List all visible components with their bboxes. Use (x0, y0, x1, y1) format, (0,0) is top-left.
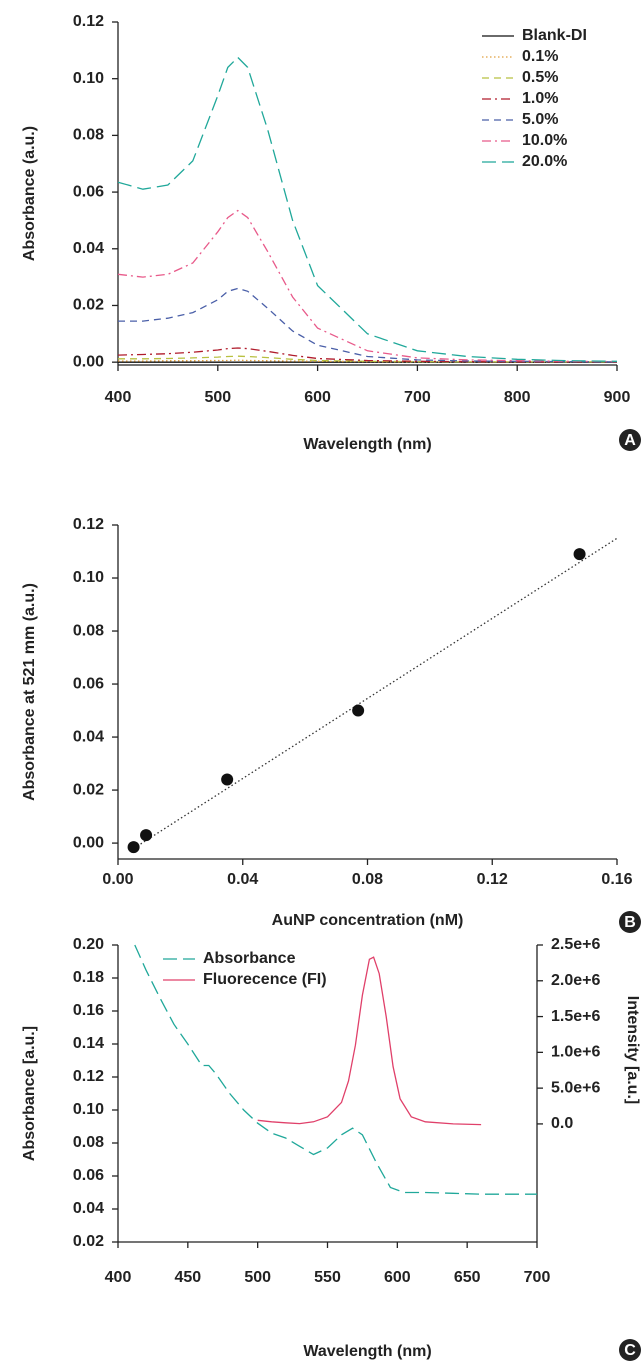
y-tick-label: 0.18 (73, 969, 104, 986)
y2-tick-label: 2.0e+6 (551, 972, 600, 989)
x-tick-label: 0.04 (227, 871, 258, 888)
data-point (221, 773, 234, 786)
y-tick-label: 0.00 (73, 834, 104, 851)
x-tick-label: 600 (304, 389, 331, 406)
y-tick-label: 0.04 (73, 1200, 104, 1217)
y-tick-label: 0.10 (73, 70, 104, 87)
x-tick-label: 550 (314, 1269, 341, 1286)
y2-tick-label: 2.5e+6 (551, 936, 600, 953)
x-tick-label: 0.16 (601, 871, 632, 888)
y-axis-title: Absorbance at 521 mm (a.u.) (21, 583, 38, 801)
panel-badge (619, 429, 641, 451)
panel-label: B (624, 914, 636, 931)
legend-label: Absorbance (203, 950, 296, 967)
legend-label: 5.0% (522, 111, 558, 128)
x-tick-label: 700 (524, 1269, 551, 1286)
y-tick-label: 0.10 (73, 569, 104, 586)
series-line (117, 347, 617, 363)
y-tick-label: 0.00 (73, 353, 104, 370)
x-tick-label: 400 (105, 1269, 132, 1286)
panel-badge (619, 1339, 641, 1361)
y2-tick-label: 1.0e+6 (551, 1044, 600, 1061)
y-tick-label: 0.08 (73, 622, 104, 639)
y2-axis-title: Intensity [a.u.] (624, 996, 641, 1104)
x-tick-label: 0.12 (477, 871, 508, 888)
panel-label: C (624, 1342, 636, 1359)
y-tick-label: 0.08 (73, 127, 104, 144)
legend-label: 0.5% (522, 69, 558, 86)
y-tick-label: 0.12 (73, 516, 104, 533)
y-tick-label: 0.02 (73, 781, 104, 798)
y2-tick-label: 5.0e+6 (551, 1079, 600, 1096)
x-axis-title: Wavelength (nm) (303, 436, 431, 453)
legend-label: 0.1% (522, 48, 558, 65)
series-line (257, 956, 482, 1126)
y-tick-label: 0.10 (73, 1101, 104, 1118)
x-tick-label: 400 (105, 389, 132, 406)
data-point (352, 704, 365, 717)
series-line (117, 56, 618, 362)
x-tick-label: 500 (244, 1269, 271, 1286)
legend-label: 1.0% (522, 90, 558, 107)
panel-badge (619, 911, 641, 933)
legend-label: Fluorecence (FI) (203, 971, 327, 988)
y-tick-label: 0.04 (73, 240, 104, 257)
panel-label: A (624, 432, 636, 449)
x-tick-label: 0.08 (352, 871, 383, 888)
x-tick-label: 650 (454, 1269, 481, 1286)
y-tick-label: 0.06 (73, 675, 104, 692)
y-tick-label: 0.12 (73, 1068, 104, 1085)
y2-tick-label: 1.5e+6 (551, 1008, 600, 1025)
y-tick-label: 0.08 (73, 1134, 104, 1151)
legend-label: 20.0% (522, 153, 567, 170)
y-tick-label: 0.12 (73, 13, 104, 30)
y-tick-label: 0.06 (73, 1167, 104, 1184)
y2-tick-label: 0.0 (551, 1115, 573, 1132)
trend-line (130, 537, 618, 852)
x-tick-label: 450 (174, 1269, 201, 1286)
y-tick-label: 0.06 (73, 183, 104, 200)
y-tick-label: 0.20 (73, 936, 104, 953)
legend-label: 10.0% (522, 132, 567, 149)
data-point (127, 841, 140, 854)
x-tick-label: 900 (604, 389, 631, 406)
y-tick-label: 0.02 (73, 1233, 104, 1250)
x-tick-label: 800 (504, 389, 531, 406)
data-point (573, 548, 586, 561)
data-point (140, 829, 153, 842)
x-tick-label: 700 (404, 389, 431, 406)
x-axis-title: AuNP concentration (nM) (272, 912, 464, 929)
x-tick-label: 0.00 (102, 871, 133, 888)
y-tick-label: 0.04 (73, 728, 104, 745)
x-axis-title: Wavelength (nm) (303, 1343, 431, 1360)
y-axis-title: Absorbance [a.u.] (21, 1026, 38, 1161)
series-line (134, 944, 537, 1195)
legend-label: Blank-DI (522, 27, 587, 44)
x-tick-label: 600 (384, 1269, 411, 1286)
y-axis-title: Absorbance (a.u.) (21, 126, 38, 261)
y-tick-label: 0.16 (73, 1002, 104, 1019)
y-tick-label: 0.14 (73, 1035, 104, 1052)
x-tick-label: 500 (204, 389, 231, 406)
y-tick-label: 0.02 (73, 297, 104, 314)
series-line (117, 209, 618, 363)
